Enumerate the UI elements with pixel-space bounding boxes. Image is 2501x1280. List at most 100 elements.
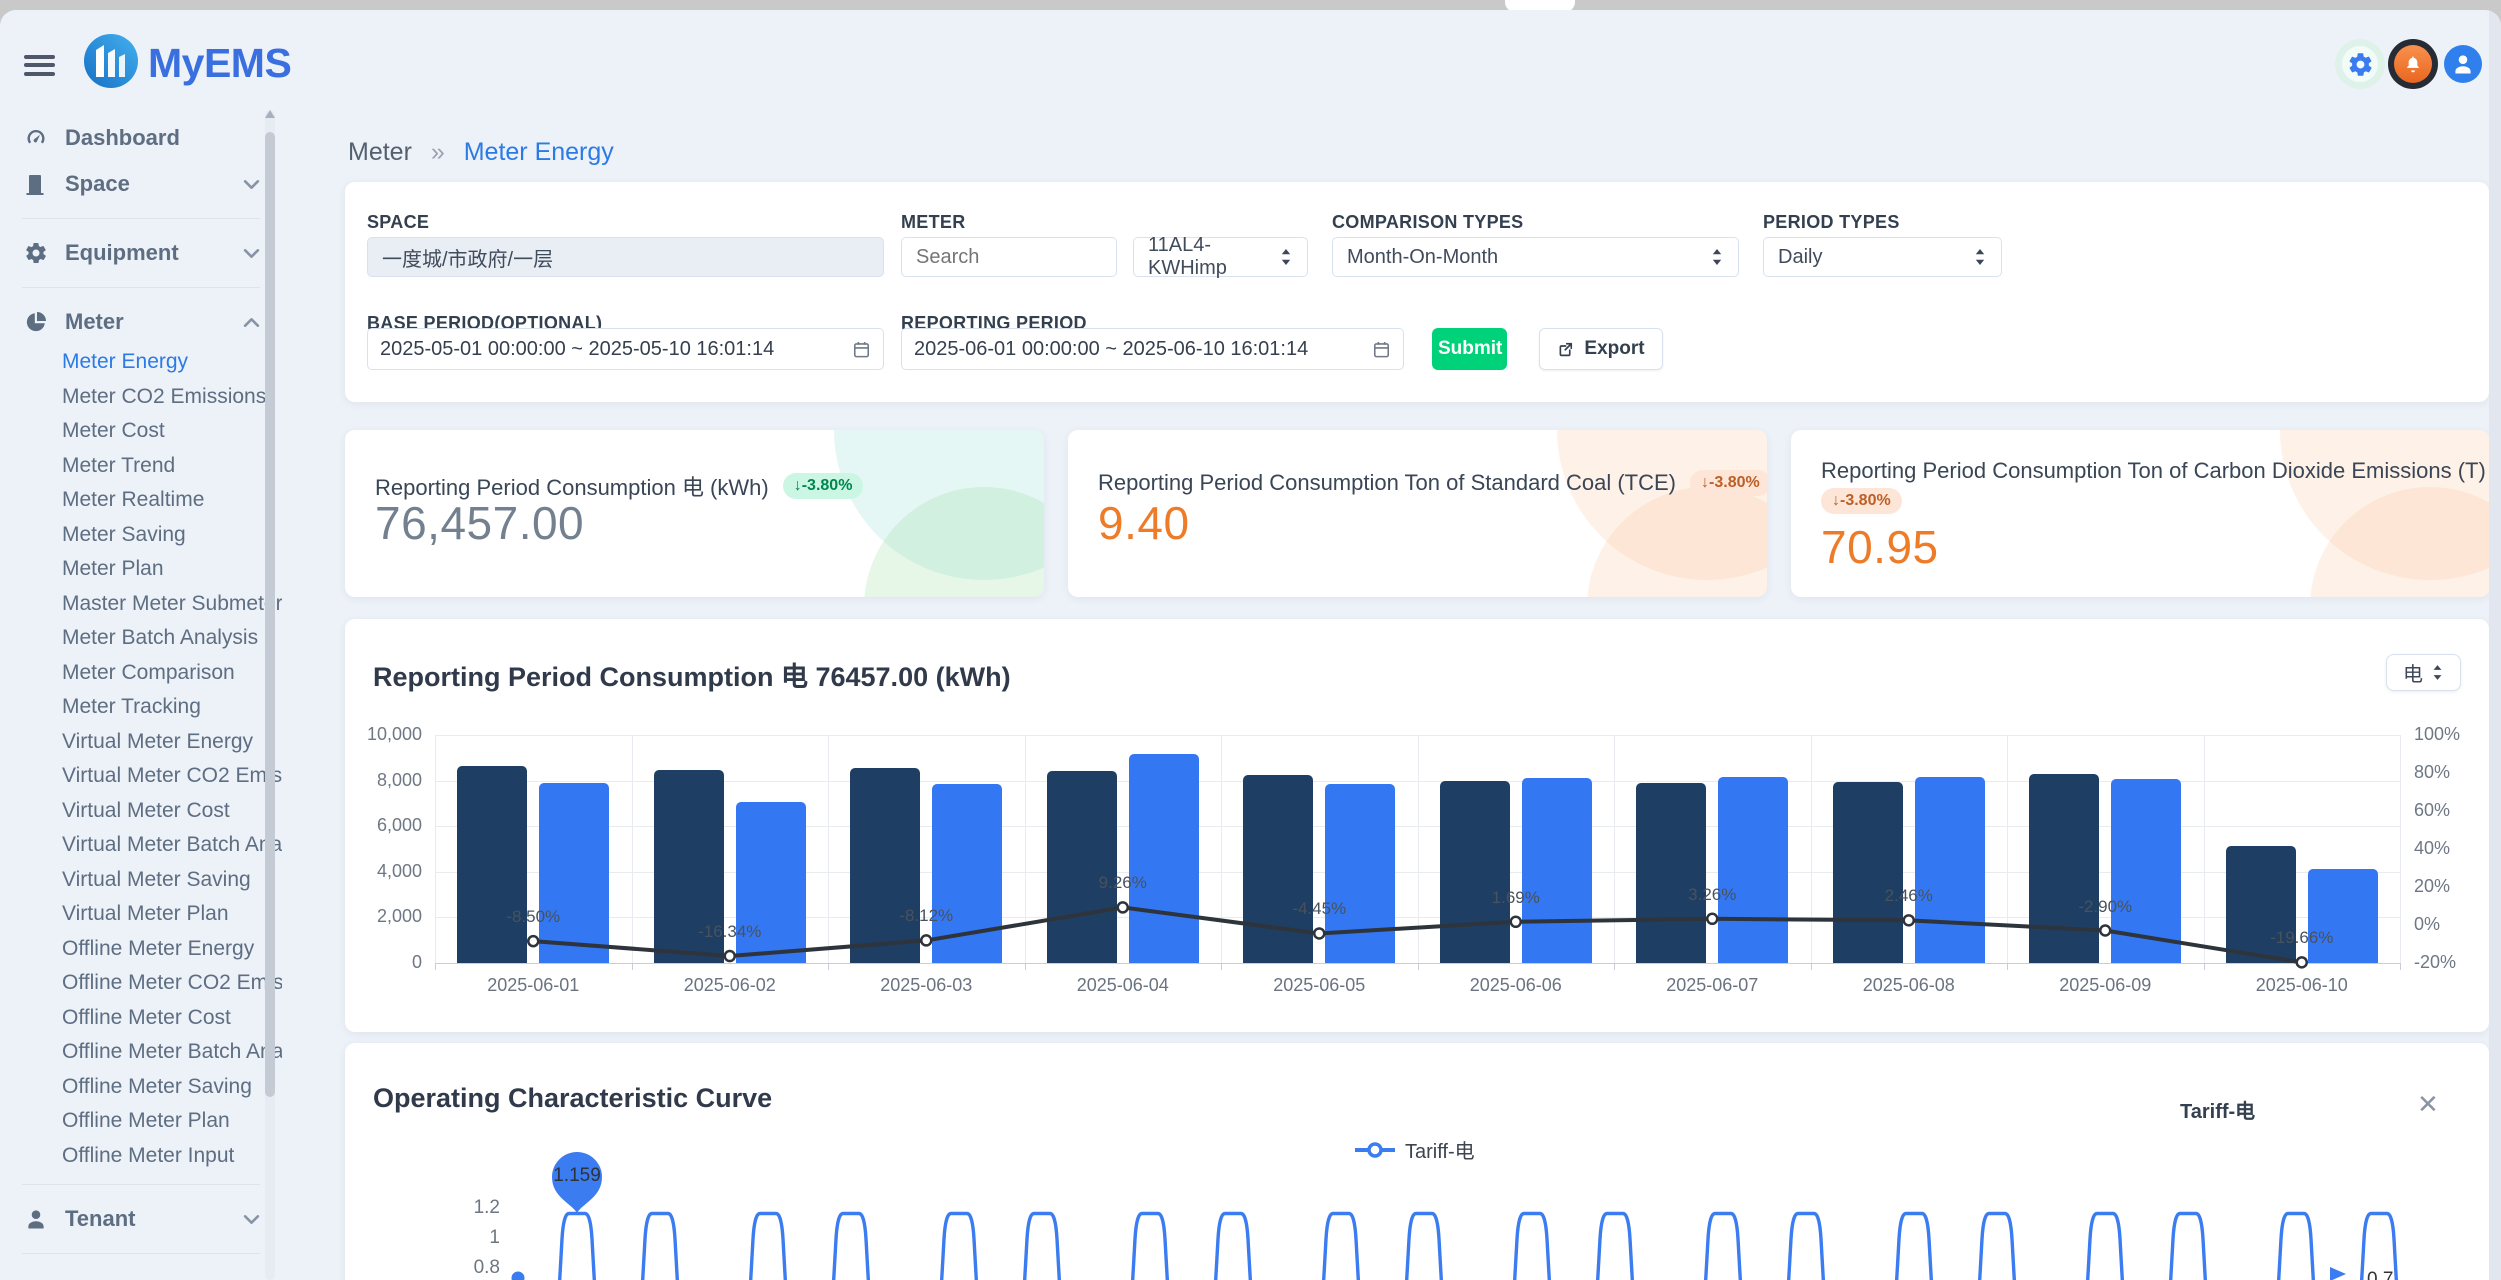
updown-arrows-icon bbox=[1710, 247, 1724, 267]
sidebar-item-offline-meter-plan[interactable]: Offline Meter Plan bbox=[62, 1109, 230, 1132]
myems-logo[interactable] bbox=[84, 34, 138, 88]
axis-tick bbox=[2400, 963, 2401, 970]
gridline bbox=[2400, 735, 2401, 963]
bell-icon bbox=[2394, 45, 2432, 83]
notifications-button[interactable] bbox=[2388, 39, 2438, 89]
chart-unit-select[interactable]: 电 bbox=[2386, 654, 2461, 691]
sidebar-item-dashboard[interactable]: Dashboard bbox=[0, 115, 282, 161]
sidebar-item-meter-plan[interactable]: Meter Plan bbox=[62, 557, 164, 580]
sidebar-item-virtual-meter-cost[interactable]: Virtual Meter Cost bbox=[62, 798, 230, 822]
pie-chart-icon bbox=[22, 310, 50, 334]
gridline bbox=[631, 735, 633, 963]
sidebar-item-meter-saving[interactable]: Meter Saving bbox=[62, 522, 186, 546]
export-button[interactable]: Export bbox=[1539, 328, 1663, 370]
line-data-label: -16.34% bbox=[698, 922, 762, 942]
curve-y-label: 1 bbox=[489, 1227, 500, 1248]
x-axis-label: 2025-06-09 bbox=[2059, 975, 2152, 995]
gridline bbox=[1221, 735, 1222, 963]
x-axis-label: 2025-06-03 bbox=[880, 975, 973, 995]
axis-tick bbox=[631, 963, 633, 970]
comparison-types-select[interactable]: Month-On-Month bbox=[1332, 237, 1739, 277]
gridline bbox=[1417, 735, 1419, 963]
kpi-value: 76,457.00 bbox=[375, 497, 585, 549]
line-marker bbox=[1313, 927, 1326, 940]
breadcrumb-meter[interactable]: Meter bbox=[348, 138, 412, 166]
gridline bbox=[1024, 735, 1026, 963]
sidebar-item-meter-comparison[interactable]: Meter Comparison bbox=[62, 660, 235, 684]
chart-title: Reporting Period Consumption 电 76457.00 … bbox=[373, 662, 1011, 692]
sidebar-item-meter-realtime[interactable]: Meter Realtime bbox=[62, 488, 205, 511]
settings-button[interactable] bbox=[2335, 39, 2385, 89]
bar-reporting-period bbox=[1914, 777, 1985, 963]
line-data-label: 1.69% bbox=[1491, 887, 1540, 907]
bar-base-period bbox=[1046, 771, 1117, 963]
meter-search-input[interactable] bbox=[901, 237, 1117, 277]
y-axis-label-right: 60% bbox=[2414, 800, 2451, 820]
tariff-pulse bbox=[1703, 1211, 1743, 1280]
x-axis-label: 2025-06-06 bbox=[1469, 975, 1562, 995]
line-data-label: -8.12% bbox=[899, 906, 954, 926]
sidebar-item-virtual-meter-energy[interactable]: Virtual Meter Energy bbox=[62, 729, 254, 753]
sidebar-scroll-up-icon[interactable] bbox=[265, 110, 275, 118]
sidebar-item-meter-batch-analysis[interactable]: Meter Batch Analysis bbox=[62, 626, 259, 649]
space-cascader-input[interactable] bbox=[367, 237, 884, 277]
divider bbox=[22, 218, 260, 219]
line-data-label: 9.26% bbox=[1098, 873, 1147, 893]
tariff-pulse bbox=[1894, 1211, 1934, 1280]
sidebar-item-offline-meter-input[interactable]: Offline Meter Input bbox=[62, 1143, 235, 1167]
kpi-value: 70.95 bbox=[1821, 521, 1939, 573]
base-period-input[interactable]: 2025-05-01 00:00:00 ~ 2025-05-10 16:01:1… bbox=[367, 328, 884, 370]
y-axis-label-left: 0 bbox=[411, 952, 422, 972]
x-axis-label: 2025-06-07 bbox=[1666, 975, 1759, 995]
page-scrollbar[interactable] bbox=[2489, 10, 2501, 1280]
sidebar-item-equipment[interactable]: Equipment bbox=[0, 230, 282, 276]
sidebar-item-meter-energy[interactable]: Meter Energy bbox=[62, 350, 189, 373]
sidebar-item-virtual-meter-batch-analysis[interactable]: Virtual Meter Batch Analysis bbox=[62, 833, 282, 856]
bar-base-period bbox=[1636, 782, 1707, 963]
axis-tick bbox=[1810, 963, 1812, 970]
sidebar-item-offline-meter-cost[interactable]: Offline Meter Cost bbox=[62, 1005, 231, 1029]
legend-item-tariff[interactable]: Tariff-电 bbox=[1355, 1135, 1475, 1164]
reporting-period-input[interactable]: 2025-06-01 00:00:00 ~ 2025-06-10 16:01:1… bbox=[901, 328, 1404, 370]
sidebar-item-offline-meter-saving[interactable]: Offline Meter Saving bbox=[62, 1074, 252, 1098]
meter-select[interactable]: 11AL4-KWHimp bbox=[1133, 234, 1308, 279]
close-icon[interactable]: ✕ bbox=[2417, 1089, 2439, 1119]
sidebar-item-offline-meter-energy[interactable]: Offline Meter Energy bbox=[62, 936, 255, 960]
sidebar-item-offline-meter-co2-emissions[interactable]: Offline Meter CO2 Emissions bbox=[62, 971, 282, 994]
sidebar-item-virtual-meter-co2-emissions[interactable]: Virtual Meter CO2 Emissions bbox=[62, 764, 282, 787]
sidebar-item-offline-meter-batch-analysis[interactable]: Offline Meter Batch Analysis bbox=[62, 1040, 282, 1063]
sidebar-item-tenant[interactable]: Tenant bbox=[0, 1196, 282, 1242]
y-axis-label-right: 80% bbox=[2414, 762, 2451, 782]
sidebar-item-meter-cost[interactable]: Meter Cost bbox=[62, 419, 165, 442]
updown-arrows-icon bbox=[1973, 247, 1987, 267]
window-notch bbox=[1505, 0, 1575, 12]
sidebar-scrollbar-thumb[interactable] bbox=[265, 132, 275, 1097]
sidebar-item-virtual-meter-saving[interactable]: Virtual Meter Saving bbox=[62, 867, 251, 891]
brand-title[interactable]: MyEMS bbox=[148, 40, 292, 86]
menu-icon[interactable] bbox=[24, 50, 58, 76]
axis-tick bbox=[2007, 963, 2008, 970]
axis-tick bbox=[435, 963, 436, 970]
app-page: MyEMS Dashboard Space Equipment Meter Meter … bbox=[0, 10, 2501, 1280]
divider bbox=[22, 1184, 260, 1185]
line-marker bbox=[2295, 956, 2308, 969]
period-types-select[interactable]: Daily bbox=[1763, 237, 2002, 277]
sidebar-item-meter[interactable]: Meter bbox=[0, 299, 282, 345]
sidebar-item-meter-tracking[interactable]: Meter Tracking bbox=[62, 695, 201, 718]
tariff-curve: 1.159 0.7 bbox=[511, 1152, 2399, 1280]
meter-select-value: 11AL4-KWHimp bbox=[1148, 234, 1227, 279]
bar-base-period bbox=[2225, 846, 2296, 963]
sidebar-item-virtual-meter-plan[interactable]: Virtual Meter Plan bbox=[62, 902, 229, 925]
sidebar-item-label: Dashboard bbox=[65, 125, 180, 150]
bar-reporting-period bbox=[1128, 753, 1199, 963]
gauge-icon bbox=[22, 126, 50, 150]
sidebar-item-meter-co2-emissions[interactable]: Meter CO2 Emissions bbox=[62, 384, 267, 408]
submit-button[interactable]: Submit bbox=[1432, 328, 1507, 370]
period-types-label: PERIOD TYPES bbox=[1763, 212, 1900, 232]
partial-bottom-label: 0.7 bbox=[2367, 1269, 2393, 1280]
sidebar-item-meter-trend[interactable]: Meter Trend bbox=[62, 453, 176, 477]
tariff-pulse bbox=[1404, 1211, 1444, 1280]
sidebar-item-master-meter-submeters-balance[interactable]: Master Meter Submeters Balance bbox=[62, 591, 282, 615]
sidebar-item-space[interactable]: Space bbox=[0, 161, 282, 207]
user-avatar[interactable] bbox=[2444, 45, 2482, 83]
